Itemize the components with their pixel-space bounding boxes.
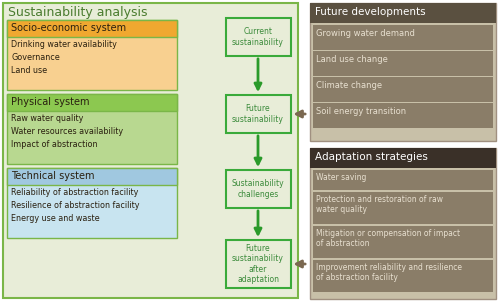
Text: Impact of abstraction: Impact of abstraction — [11, 140, 98, 149]
Bar — [310, 148, 496, 299]
Bar — [7, 168, 177, 185]
Text: Sustainability
challenges: Sustainability challenges — [232, 179, 284, 199]
Text: Physical system: Physical system — [11, 97, 90, 107]
Text: Future developments: Future developments — [315, 7, 426, 17]
Bar — [7, 20, 177, 37]
Text: Growing water demand: Growing water demand — [316, 29, 415, 38]
Text: Water resources availability: Water resources availability — [11, 127, 123, 136]
Text: Improvement reliability and resilience
of abstraction facility: Improvement reliability and resilience o… — [316, 263, 462, 282]
Bar — [7, 94, 177, 111]
Bar — [313, 260, 493, 292]
Text: Governance: Governance — [11, 53, 60, 62]
Text: Land use change: Land use change — [316, 55, 388, 64]
Text: Soil energy transition: Soil energy transition — [316, 107, 406, 116]
Text: Energy use and waste: Energy use and waste — [11, 214, 100, 223]
Text: Technical system: Technical system — [11, 171, 94, 181]
Bar — [7, 20, 177, 90]
Bar — [313, 192, 493, 224]
Text: Adaptation strategies: Adaptation strategies — [315, 152, 428, 162]
Bar — [226, 170, 290, 208]
Bar — [226, 240, 290, 288]
Bar — [313, 226, 493, 258]
Text: Protection and restoration of raw
water quality: Protection and restoration of raw water … — [316, 195, 443, 214]
Bar — [310, 3, 496, 23]
Text: Resilience of abstraction facility: Resilience of abstraction facility — [11, 201, 140, 210]
Text: Future
sustainability: Future sustainability — [232, 104, 284, 124]
Text: Sustainability analysis: Sustainability analysis — [8, 6, 147, 19]
Text: Mitigation or compensation of impact
of abstraction: Mitigation or compensation of impact of … — [316, 229, 460, 249]
Text: Current
sustainability: Current sustainability — [232, 27, 284, 47]
Bar — [7, 168, 177, 238]
Text: Drinking water availability: Drinking water availability — [11, 40, 117, 49]
Bar — [313, 25, 493, 50]
Bar — [3, 3, 298, 298]
Bar — [313, 51, 493, 76]
Text: Future
sustainability
after
adaptation: Future sustainability after adaptation — [232, 244, 284, 284]
Bar — [310, 148, 496, 168]
Bar — [226, 18, 290, 56]
Bar — [310, 3, 496, 141]
Text: Socio-economic system: Socio-economic system — [11, 23, 126, 33]
Bar — [313, 77, 493, 102]
Text: Reliability of abstraction facility: Reliability of abstraction facility — [11, 188, 138, 197]
Text: Raw water quality: Raw water quality — [11, 114, 84, 123]
Bar — [226, 95, 290, 133]
Text: Land use: Land use — [11, 66, 47, 75]
Bar — [7, 94, 177, 164]
Bar — [313, 103, 493, 128]
Text: Water saving: Water saving — [316, 173, 366, 182]
Bar — [313, 170, 493, 190]
Text: Climate change: Climate change — [316, 81, 382, 90]
